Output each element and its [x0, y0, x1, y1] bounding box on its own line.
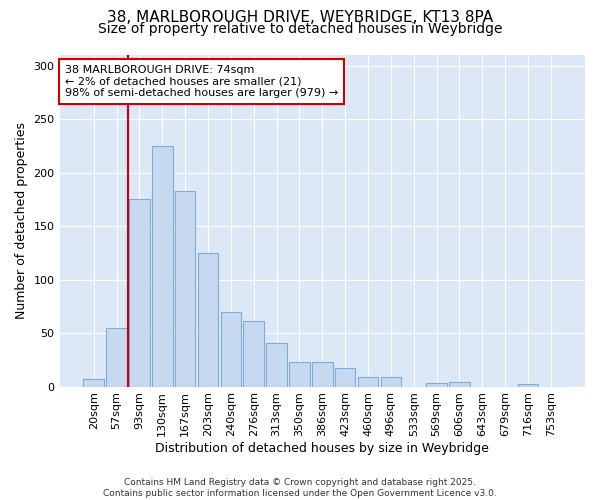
Y-axis label: Number of detached properties: Number of detached properties — [15, 122, 28, 320]
Bar — [221, 312, 241, 386]
Bar — [244, 322, 264, 386]
Bar — [129, 200, 150, 386]
X-axis label: Distribution of detached houses by size in Weybridge: Distribution of detached houses by size … — [155, 442, 489, 455]
Bar — [106, 328, 127, 386]
Bar — [175, 191, 196, 386]
Text: 38 MARLBOROUGH DRIVE: 74sqm
← 2% of detached houses are smaller (21)
98% of semi: 38 MARLBOROUGH DRIVE: 74sqm ← 2% of deta… — [65, 65, 338, 98]
Bar — [518, 384, 538, 386]
Bar — [152, 146, 173, 386]
Text: Contains HM Land Registry data © Crown copyright and database right 2025.
Contai: Contains HM Land Registry data © Crown c… — [103, 478, 497, 498]
Bar — [289, 362, 310, 386]
Bar — [335, 368, 355, 386]
Bar — [449, 382, 470, 386]
Bar — [198, 253, 218, 386]
Bar — [266, 342, 287, 386]
Bar — [358, 377, 378, 386]
Text: 38, MARLBOROUGH DRIVE, WEYBRIDGE, KT13 8PA: 38, MARLBOROUGH DRIVE, WEYBRIDGE, KT13 8… — [107, 10, 493, 25]
Bar — [83, 379, 104, 386]
Bar — [312, 362, 332, 386]
Bar — [380, 377, 401, 386]
Text: Size of property relative to detached houses in Weybridge: Size of property relative to detached ho… — [98, 22, 502, 36]
Bar — [426, 384, 447, 386]
